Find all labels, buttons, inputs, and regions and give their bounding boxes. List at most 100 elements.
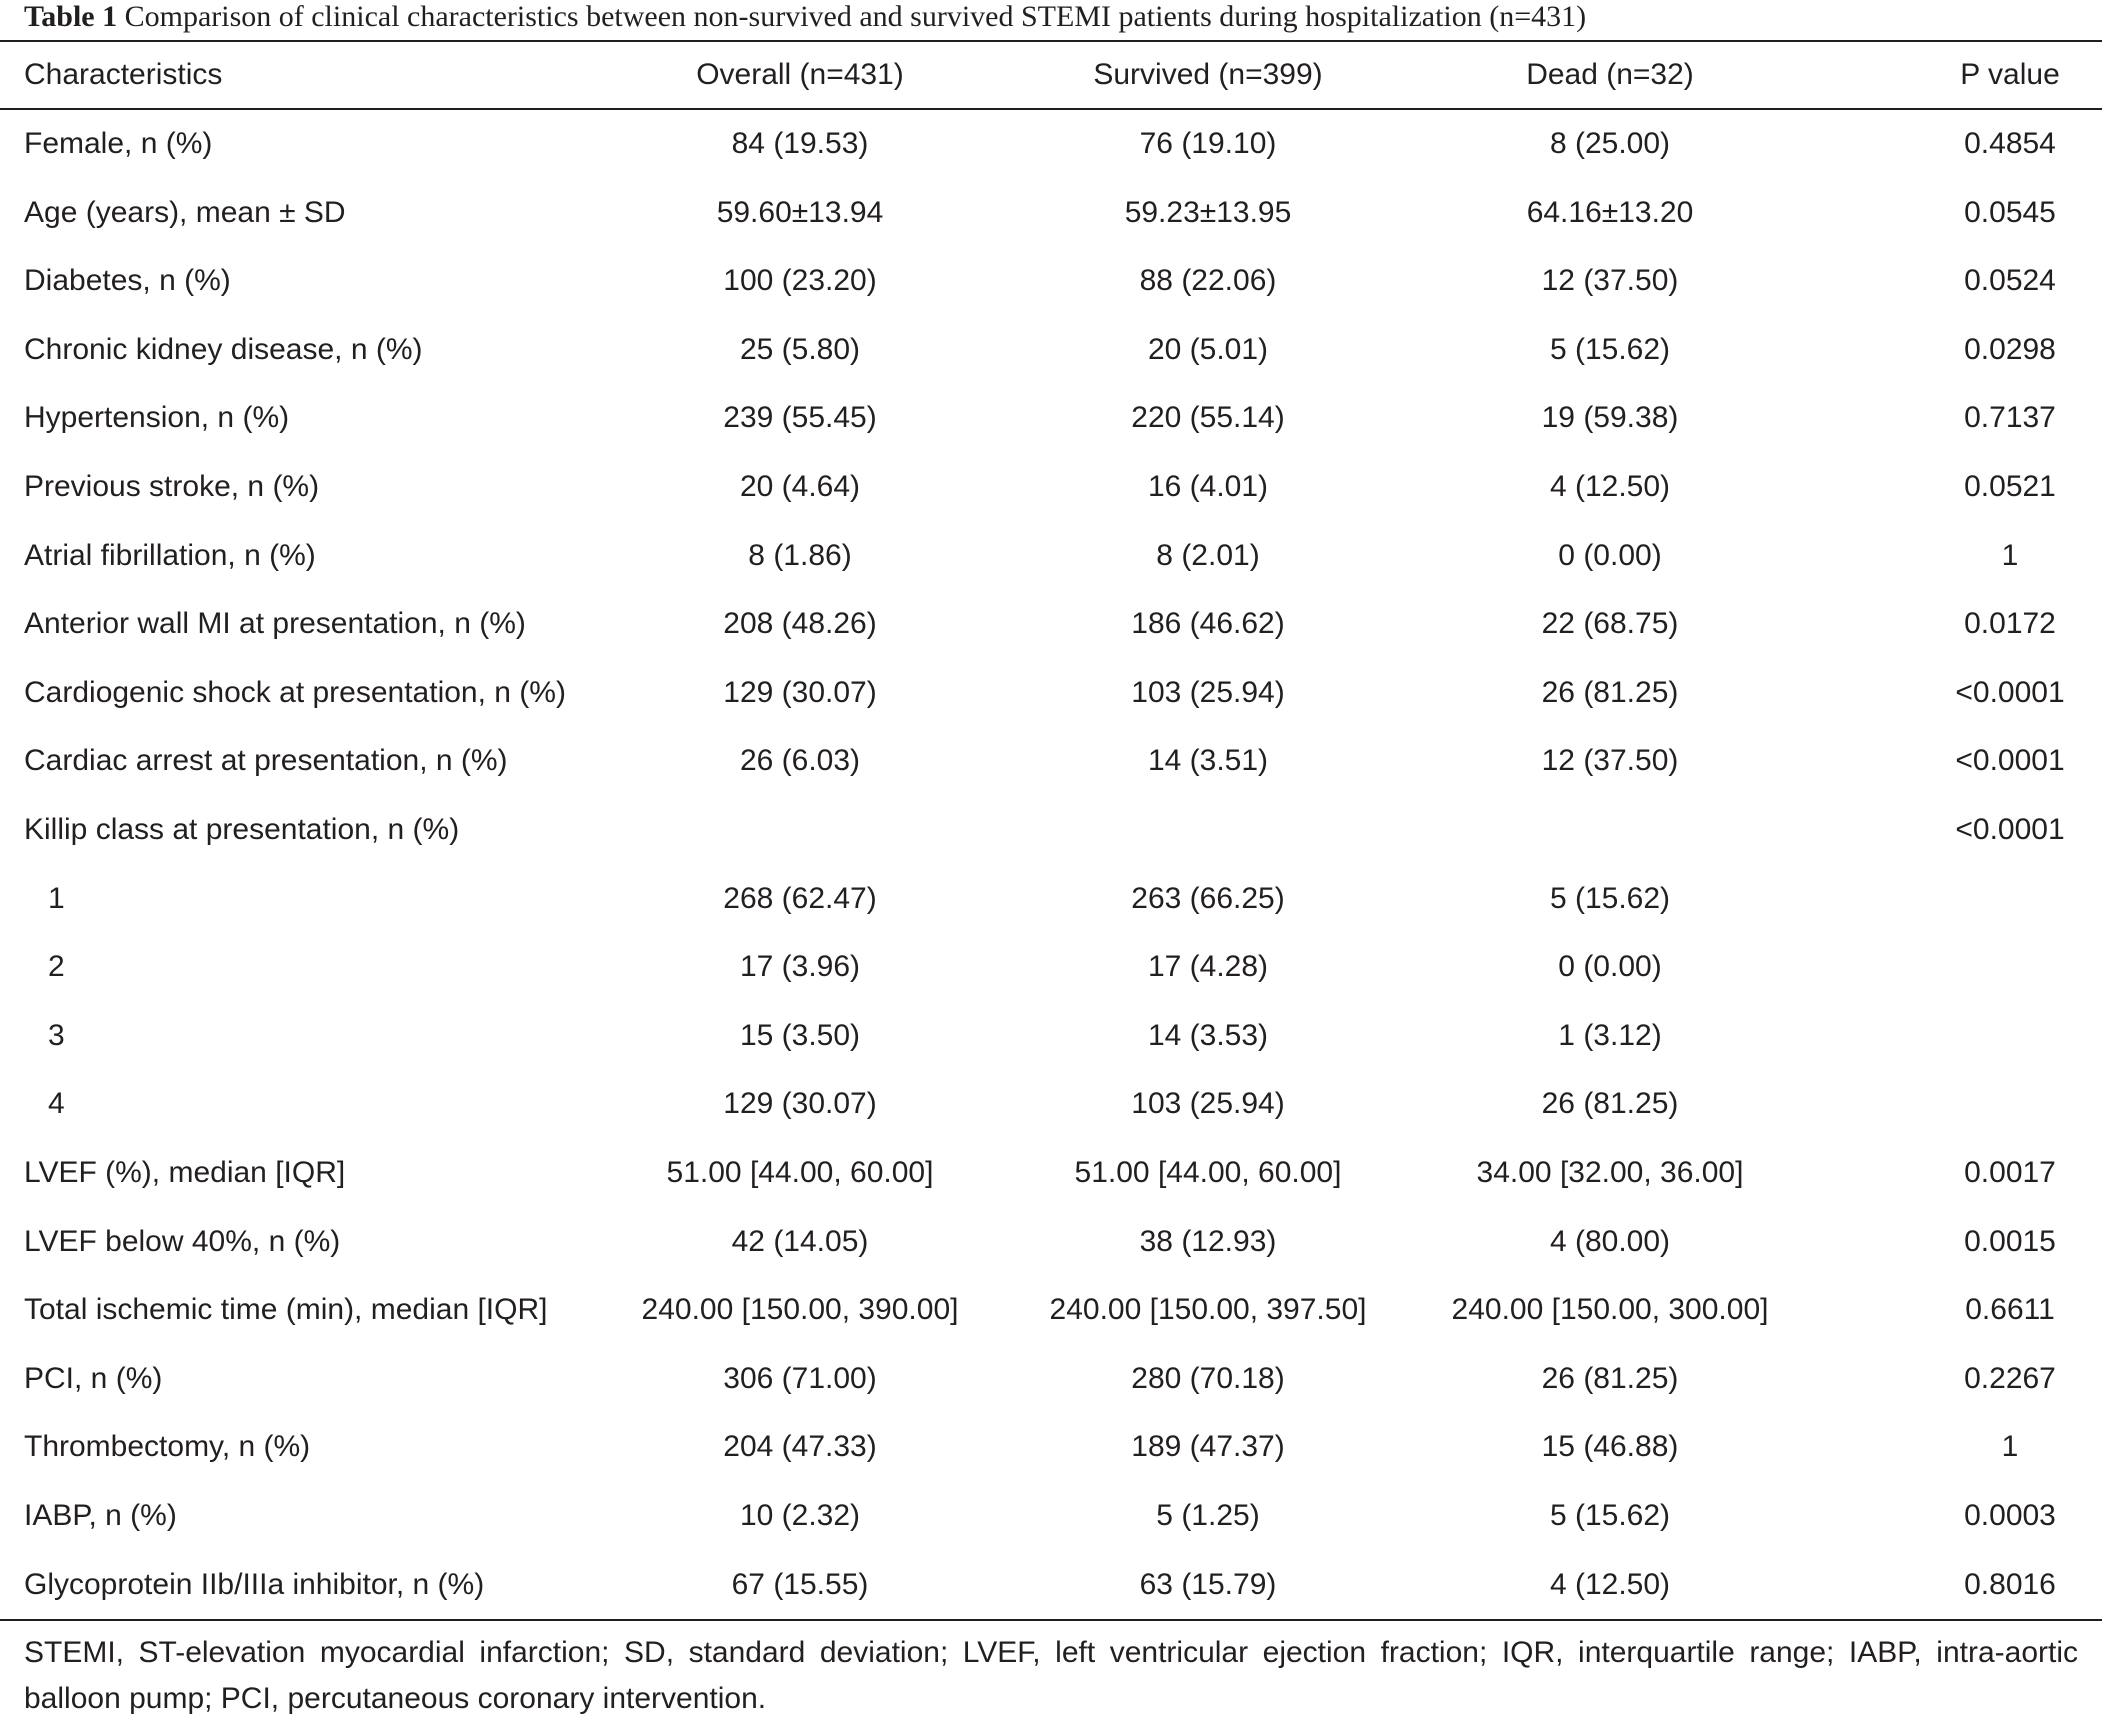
cell-overall: 15 (3.50)	[739, 1018, 861, 1052]
cell-overall: 129 (30.07)	[723, 1087, 877, 1121]
cell-overall: 25 (5.80)	[739, 332, 861, 366]
cell-p-value	[1940, 1002, 2080, 1070]
table-footnote: STEMI, ST-elevation myocardial infarctio…	[24, 1636, 2078, 1715]
table-row: IABP, n (%) 10 (2.32) 5 (1.25) 5 (15.62) 0.0…	[0, 1482, 2102, 1551]
cell-survived: 51.00 [44.00, 60.00]	[1074, 1156, 1342, 1189]
cell-p-value: 0.8016	[1964, 1567, 2056, 1601]
cell-overall: 240.00 [150.00, 390.00]	[641, 1293, 959, 1327]
table-row: 4 129 (30.07) 103 (25.94) 26 (81.25)	[0, 1070, 2102, 1139]
row-label: Previous stroke, n (%)	[24, 470, 320, 503]
cell-dead: 15 (46.88)	[1541, 1430, 1679, 1464]
cell-p-value: 0.0003	[1964, 1499, 2056, 1532]
cell-p-value: 0.0545	[1964, 195, 2056, 229]
cell-survived: 38 (12.93)	[1139, 1224, 1277, 1258]
cell-p-value: <0.0001	[1955, 813, 2065, 846]
cell-survived: 220 (55.14)	[1131, 401, 1285, 435]
cell-dead: 5 (15.62)	[1549, 332, 1671, 366]
cell-survived	[1008, 796, 1408, 864]
table-row: Killip class at presentation, n (%) <0.00…	[0, 796, 2102, 865]
cell-p-value: 0.4854	[1964, 127, 2056, 160]
cell-p-value: 0.0298	[1964, 332, 2056, 366]
cell-overall: 59.60±13.94	[716, 195, 884, 229]
table-header-row: Characteristics Overall (n=431) Survived…	[0, 42, 2102, 108]
cell-p-value: 0.0521	[1964, 470, 2056, 503]
table-row: Total ischemic time (min), median [IQR] 2…	[0, 1276, 2102, 1345]
cell-survived: 8 (2.01)	[1156, 538, 1260, 572]
cell-p-value: 0.2267	[1964, 1361, 2056, 1395]
cell-survived: 63 (15.79)	[1139, 1567, 1277, 1601]
table-row: Atrial fibrillation, n (%) 8 (1.86) 8 (2.0…	[0, 522, 2102, 591]
cell-survived: 14 (3.51)	[1147, 744, 1269, 778]
table-row: 1 268 (62.47) 263 (66.25) 5 (15.62)	[0, 865, 2102, 934]
row-label: Total ischemic time (min), median [IQR]	[24, 1293, 548, 1327]
row-label: LVEF below 40%, n (%)	[24, 1224, 341, 1258]
cell-overall: 239 (55.45)	[723, 401, 877, 435]
row-label: Glycoprotein IIb/IIIa inhibitor, n (%)	[24, 1567, 485, 1601]
top-rule	[0, 40, 2102, 42]
row-label: PCI, n (%)	[24, 1361, 163, 1395]
cell-survived: 103 (25.94)	[1131, 1087, 1285, 1121]
row-label: IABP, n (%)	[24, 1499, 177, 1532]
cell-p-value: 0.0172	[1964, 607, 2056, 641]
cell-survived: 16 (4.01)	[1147, 470, 1269, 503]
cell-overall: 20 (4.64)	[739, 470, 861, 503]
cell-p-value	[1940, 865, 2080, 933]
cell-overall: 17 (3.96)	[739, 950, 861, 984]
cell-dead: 64.16±13.20	[1526, 195, 1694, 229]
row-label: 4	[48, 1087, 65, 1121]
table-row: Diabetes, n (%) 100 (23.20) 88 (22.06) 12 (…	[0, 247, 2102, 316]
cell-survived: 5 (1.25)	[1156, 1499, 1260, 1532]
table-row: Glycoprotein IIb/IIIa inhibitor, n (%) 67…	[0, 1551, 2102, 1620]
table-row: Female, n (%) 84 (19.53) 76 (19.10) 8 (25.0…	[0, 110, 2102, 179]
row-label: Chronic kidney disease, n (%)	[24, 332, 423, 366]
cell-survived: 59.23±13.95	[1124, 195, 1292, 229]
cell-p-value: 0.7137	[1964, 401, 2056, 435]
table-row: Previous stroke, n (%) 20 (4.64) 16 (4.01)…	[0, 453, 2102, 522]
cell-overall: 268 (62.47)	[723, 881, 877, 915]
bottom-rule	[0, 1619, 2102, 1621]
row-label: Thrombectomy, n (%)	[24, 1430, 311, 1464]
row-label: Diabetes, n (%)	[24, 264, 231, 298]
cell-survived: 189 (47.37)	[1131, 1430, 1285, 1464]
row-label: Cardiac arrest at presentation, n (%)	[24, 744, 508, 778]
cell-overall: 67 (15.55)	[731, 1567, 869, 1601]
header-dead: Dead (n=32)	[1526, 58, 1694, 91]
cell-p-value	[1940, 1070, 2080, 1138]
row-label: Cardiogenic shock at presentation, n (%)	[24, 675, 566, 709]
table-row: 2 17 (3.96) 17 (4.28) 0 (0.00)	[0, 933, 2102, 1002]
row-label: 2	[48, 950, 65, 984]
cell-dead: 8 (25.00)	[1549, 127, 1671, 160]
cell-dead: 0 (0.00)	[1558, 950, 1662, 984]
row-label: Age (years), mean ± SD	[24, 195, 346, 229]
cell-overall: 129 (30.07)	[723, 675, 877, 709]
header-rule	[0, 108, 2102, 110]
cell-dead: 240.00 [150.00, 300.00]	[1451, 1293, 1769, 1327]
cell-dead: 5 (15.62)	[1549, 1499, 1671, 1532]
cell-survived: 280 (70.18)	[1131, 1361, 1285, 1395]
row-label: Hypertension, n (%)	[24, 401, 290, 435]
cell-p-value: 0.0524	[1964, 264, 2056, 298]
cell-overall: 51.00 [44.00, 60.00]	[666, 1156, 934, 1189]
cell-overall: 208 (48.26)	[723, 607, 877, 641]
cell-overall: 8 (1.86)	[748, 538, 852, 572]
cell-dead: 22 (68.75)	[1541, 607, 1679, 641]
row-label: Anterior wall MI at presentation, n (%)	[24, 607, 526, 641]
table-row: Anterior wall MI at presentation, n (%) 2…	[0, 590, 2102, 659]
cell-overall: 42 (14.05)	[731, 1224, 869, 1258]
table-row: Age (years), mean ± SD 59.60±13.94 59.23±1…	[0, 179, 2102, 248]
cell-p-value: 0.0017	[1964, 1156, 2056, 1189]
table-row: 3 15 (3.50) 14 (3.53) 1 (3.12)	[0, 1002, 2102, 1071]
cell-overall: 26 (6.03)	[739, 744, 861, 778]
cell-p-value	[1940, 933, 2080, 1001]
cell-dead: 12 (37.50)	[1541, 744, 1679, 778]
cell-survived: 103 (25.94)	[1131, 675, 1285, 709]
cell-overall: 100 (23.20)	[723, 264, 877, 298]
table-row: LVEF below 40%, n (%) 42 (14.05) 38 (12.93…	[0, 1208, 2102, 1277]
cell-p-value: <0.0001	[1955, 675, 2065, 709]
cell-survived: 88 (22.06)	[1139, 264, 1277, 298]
header-characteristics: Characteristics	[24, 58, 223, 91]
cell-survived: 76 (19.10)	[1139, 127, 1277, 160]
cell-overall: 204 (47.33)	[723, 1430, 877, 1464]
cell-survived: 263 (66.25)	[1131, 881, 1285, 915]
